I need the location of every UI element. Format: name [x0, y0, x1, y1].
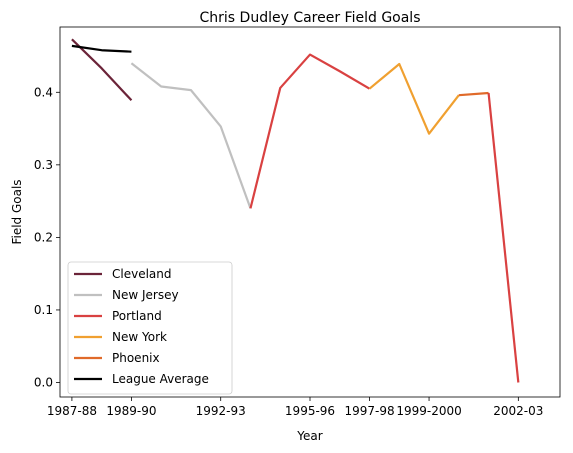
x-tick-label: 1987-88 — [47, 404, 97, 418]
y-tick-label: 0.1 — [34, 303, 53, 317]
series-line-new-york — [368, 62, 460, 135]
x-tick-label: 1992-93 — [196, 404, 246, 418]
x-tick-label: 1997-98 — [344, 404, 394, 418]
legend-label-league-average: League Average — [112, 372, 209, 386]
x-tick-label: 2002-03 — [493, 404, 543, 418]
legend-label-new-york: New York — [112, 330, 167, 344]
x-axis: 1987-88 1989-90 1992-93 1995-96 1997-98 1999-… — [47, 397, 543, 418]
legend: Cleveland New Jersey Portland New York Phoen… — [67, 261, 233, 395]
x-axis-label: Year — [296, 429, 322, 443]
legend-label-cleveland: Cleveland — [112, 267, 172, 281]
y-axis-label: Field Goals — [10, 179, 24, 244]
series-line-cleveland — [71, 38, 133, 102]
legend-label-new-jersey: New Jersey — [112, 288, 179, 302]
chart-title: Chris Dudley Career Field Goals — [200, 10, 421, 26]
series-line-league-average — [71, 44, 132, 53]
series-line-new-jersey — [130, 62, 252, 209]
series-line-portland — [249, 53, 371, 209]
series-line-portland — [487, 92, 520, 383]
series-line-phoenix — [458, 91, 489, 97]
y-tick-label: 0.3 — [34, 158, 53, 172]
y-axis: 0.0 0.1 0.2 0.3 0.4 — [34, 85, 60, 389]
y-tick-label: 0.2 — [34, 230, 53, 244]
legend-box — [67, 261, 233, 395]
y-tick-label: 0.4 — [34, 85, 53, 99]
series-layer — [71, 38, 520, 383]
legend-label-phoenix: Phoenix — [112, 351, 160, 365]
x-tick-label: 1999-2000 — [396, 404, 461, 418]
x-tick-label: 1995-96 — [285, 404, 335, 418]
y-tick-label: 0.0 — [34, 375, 53, 389]
legend-label-portland: Portland — [112, 309, 162, 323]
x-tick-label: 1989-90 — [106, 404, 156, 418]
